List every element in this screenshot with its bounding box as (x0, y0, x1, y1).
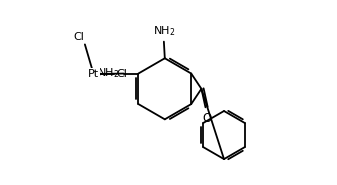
Text: O: O (203, 112, 212, 125)
Text: Cl: Cl (73, 32, 84, 42)
Text: Pt: Pt (88, 69, 99, 79)
Text: Cl: Cl (117, 69, 128, 79)
Text: NH$_2$: NH$_2$ (97, 67, 120, 80)
Text: NH$_2$: NH$_2$ (153, 24, 175, 38)
